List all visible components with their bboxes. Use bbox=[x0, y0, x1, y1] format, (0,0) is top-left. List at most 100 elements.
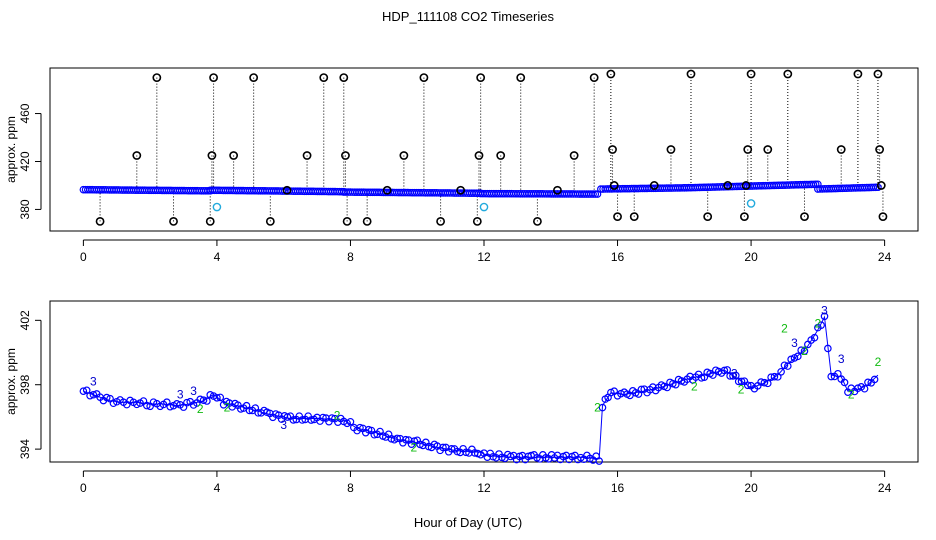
flag-label: 2 bbox=[691, 379, 698, 393]
outlier-point bbox=[95, 217, 105, 226]
panel2-y-tick-label: 394 bbox=[18, 439, 32, 459]
panel1-x-tick-label: 12 bbox=[477, 250, 491, 264]
co2-point bbox=[824, 344, 832, 353]
outlier-point bbox=[723, 181, 733, 190]
co2-point bbox=[783, 362, 792, 370]
co2-point bbox=[720, 366, 729, 375]
panel1-x-tick-label: 20 bbox=[744, 250, 758, 264]
co2-point bbox=[102, 393, 111, 402]
outlier-point bbox=[456, 185, 466, 195]
outlier-point bbox=[613, 212, 622, 222]
panel2-x-tick-label: 8 bbox=[347, 481, 354, 495]
outlier-point bbox=[533, 217, 542, 226]
co2-point bbox=[213, 393, 221, 402]
co2-point bbox=[723, 366, 732, 374]
panel1-y-tick-label: 460 bbox=[18, 103, 32, 123]
outlier-point bbox=[783, 69, 793, 79]
flag-label: 3 bbox=[190, 384, 197, 398]
co2-point bbox=[814, 180, 822, 189]
outlier-point bbox=[553, 185, 562, 195]
outlier-point bbox=[876, 181, 886, 190]
flag-label: 2 bbox=[781, 321, 788, 335]
x-axis-label: Hour of Day (UTC) bbox=[413, 515, 523, 530]
outlier-point bbox=[741, 181, 751, 190]
outlier-point bbox=[362, 217, 372, 226]
outlier-point bbox=[472, 217, 482, 226]
co2-point bbox=[797, 346, 805, 354]
co2-point bbox=[598, 403, 607, 412]
outlier-point bbox=[419, 73, 429, 82]
flag-label: 2 bbox=[801, 344, 808, 358]
outlier-point bbox=[265, 217, 275, 226]
co2-point bbox=[734, 377, 743, 386]
co2-point bbox=[732, 371, 740, 380]
outlier-point bbox=[229, 151, 239, 160]
flag-label: 2 bbox=[411, 441, 418, 455]
outlier-point bbox=[474, 151, 484, 160]
outlier-point bbox=[629, 212, 639, 222]
co2-point bbox=[319, 413, 327, 422]
flag-label: 2 bbox=[875, 355, 882, 369]
panel1-x-tick-label: 0 bbox=[80, 250, 87, 264]
panel1-y-tick-label: 380 bbox=[18, 199, 32, 219]
panel1-x-tick-label: 8 bbox=[347, 250, 354, 264]
outlier-point bbox=[609, 181, 619, 190]
panel2-x-tick-label: 12 bbox=[477, 481, 491, 495]
outlier-point bbox=[569, 151, 579, 160]
co2-point bbox=[834, 369, 842, 378]
co2-point bbox=[328, 414, 336, 422]
panel1-x-tick-label: 4 bbox=[214, 250, 221, 264]
co2-point bbox=[591, 190, 600, 198]
co2-point bbox=[206, 391, 215, 399]
co2-point bbox=[82, 386, 91, 395]
panel2-y-tick-label: 402 bbox=[18, 310, 32, 330]
outlier-point bbox=[152, 73, 162, 82]
outlier-point bbox=[649, 181, 659, 190]
outlier-point bbox=[436, 217, 445, 226]
flag-label: 3 bbox=[731, 366, 738, 380]
flagged-point bbox=[479, 202, 489, 212]
flag-label: 2 bbox=[815, 317, 822, 331]
co2-point bbox=[637, 385, 646, 394]
co2-point bbox=[607, 388, 615, 397]
co2-point bbox=[770, 372, 779, 381]
outlier-point bbox=[589, 73, 599, 82]
panel2-x-tick-label: 4 bbox=[214, 481, 221, 495]
co2-point bbox=[817, 321, 825, 329]
flag-label: 2 bbox=[224, 400, 231, 414]
outlier-point bbox=[666, 145, 676, 154]
co2-point bbox=[298, 416, 307, 424]
co2-point bbox=[595, 457, 603, 465]
outlier-point bbox=[476, 73, 486, 82]
outlier-point bbox=[836, 145, 846, 154]
co2-point bbox=[289, 416, 298, 424]
flagged-point bbox=[746, 199, 756, 208]
panel2-x-tick-label: 20 bbox=[744, 481, 758, 495]
co2-point bbox=[346, 417, 355, 426]
co2-point bbox=[726, 372, 734, 380]
outlier-point bbox=[800, 212, 809, 222]
outlier-point bbox=[319, 73, 329, 82]
flag-label: 3 bbox=[280, 418, 287, 432]
panel2-x-tick-label: 24 bbox=[878, 481, 892, 495]
co2-point bbox=[697, 374, 706, 382]
co2-point bbox=[864, 378, 872, 387]
co2-point bbox=[593, 190, 602, 198]
outlier-point bbox=[209, 73, 218, 82]
figure-title: HDP_111108 CO2 Timeseries bbox=[382, 9, 554, 24]
co2-point bbox=[199, 396, 208, 404]
outlier-point bbox=[516, 73, 526, 82]
co2-point bbox=[133, 400, 141, 409]
co2-point bbox=[86, 391, 94, 400]
co2-point bbox=[840, 378, 849, 387]
outlier-point bbox=[746, 69, 756, 79]
outlier-point bbox=[875, 145, 885, 154]
co2-point bbox=[370, 430, 379, 439]
co2-point bbox=[780, 361, 789, 370]
outlier-point bbox=[399, 151, 409, 160]
co2-point bbox=[737, 377, 746, 386]
flag-label: 3 bbox=[838, 352, 845, 366]
panel2-frame bbox=[49, 300, 919, 463]
co2-point bbox=[794, 352, 802, 361]
